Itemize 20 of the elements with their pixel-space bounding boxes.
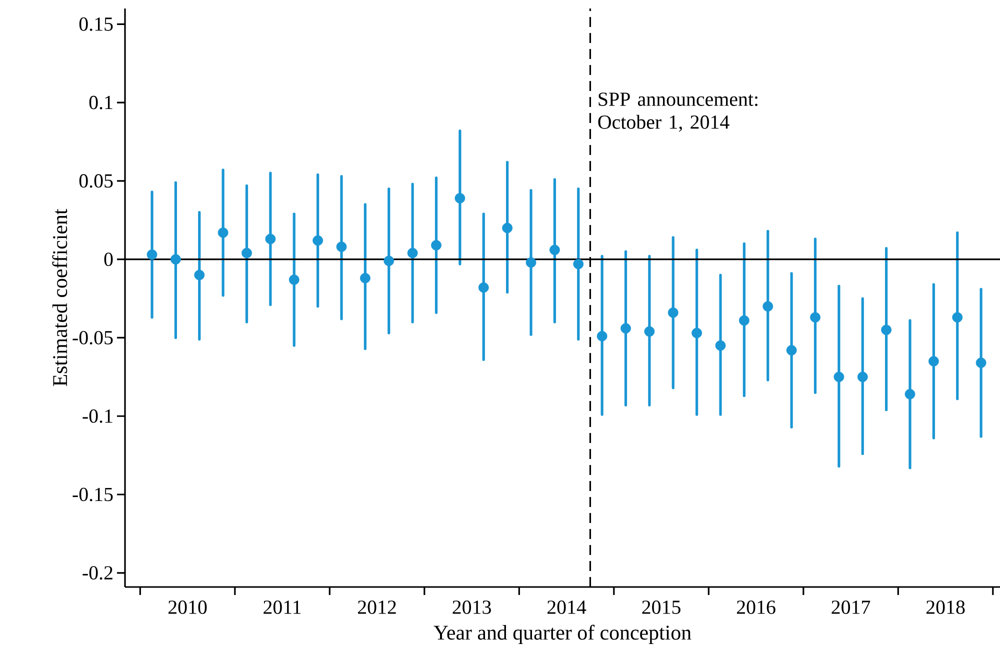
x-tick-label: 2013 (452, 600, 491, 614)
x-tick-label: 2016 (736, 600, 776, 614)
x-axis-title: Year and quarter of conception (434, 624, 692, 644)
ref-line-label: SPP announcement: October 1, 2014 (598, 92, 758, 132)
x-tick-label: 2015 (642, 600, 680, 614)
y-tick-label: 0.15 (79, 17, 113, 31)
x-tick-label: 2014 (547, 600, 586, 614)
y-tick-label: 0.05 (79, 174, 113, 188)
x-tick-label: 2017 (832, 600, 870, 614)
y-tick-label: 0 (104, 252, 113, 266)
x-tick-label: 2018 (926, 600, 965, 614)
x-tick-label: 2011 (264, 600, 301, 614)
y-axis-title: Estimated coefficient (52, 208, 68, 386)
x-tick-label: 2010 (168, 600, 207, 614)
x-tick-label: 2012 (358, 600, 396, 614)
y-tick-label: -0.05 (72, 330, 113, 344)
y-tick-label: -0.15 (72, 488, 113, 502)
y-tick-label: 0.1 (89, 96, 112, 110)
y-tick-label: -0.2 (82, 566, 112, 580)
y-tick-label: -0.1 (82, 409, 112, 423)
